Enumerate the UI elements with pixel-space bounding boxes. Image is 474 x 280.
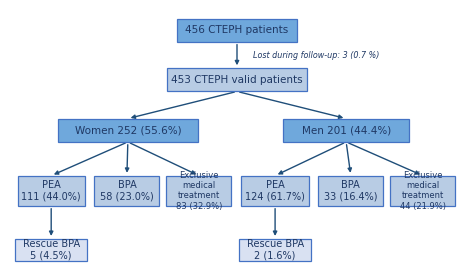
Text: 456 CTEPH patients: 456 CTEPH patients: [185, 25, 289, 35]
FancyBboxPatch shape: [319, 176, 383, 206]
Text: Exclusive
medical
treatment
44 (21.9%): Exclusive medical treatment 44 (21.9%): [400, 171, 446, 211]
Text: BPA
58 (23.0%): BPA 58 (23.0%): [100, 180, 154, 202]
Text: 453 CTEPH valid patients: 453 CTEPH valid patients: [171, 75, 303, 85]
Text: Rescue BPA
5 (4.5%): Rescue BPA 5 (4.5%): [23, 239, 80, 261]
FancyBboxPatch shape: [166, 176, 231, 206]
Text: Rescue BPA
2 (1.6%): Rescue BPA 2 (1.6%): [246, 239, 304, 261]
FancyBboxPatch shape: [239, 239, 311, 261]
Text: Lost during follow-up: 3 (0.7 %): Lost during follow-up: 3 (0.7 %): [253, 51, 380, 60]
FancyBboxPatch shape: [18, 176, 85, 206]
Text: BPA
33 (16.4%): BPA 33 (16.4%): [324, 180, 378, 202]
Text: PEA
111 (44.0%): PEA 111 (44.0%): [21, 180, 81, 202]
FancyBboxPatch shape: [15, 239, 87, 261]
Text: Exclusive
medical
treatment
83 (32.9%): Exclusive medical treatment 83 (32.9%): [176, 171, 222, 211]
FancyBboxPatch shape: [390, 176, 456, 206]
FancyBboxPatch shape: [283, 119, 409, 142]
FancyBboxPatch shape: [177, 18, 297, 42]
Text: Women 252 (55.6%): Women 252 (55.6%): [74, 125, 181, 136]
FancyBboxPatch shape: [241, 176, 309, 206]
Text: Men 201 (44.4%): Men 201 (44.4%): [301, 125, 391, 136]
FancyBboxPatch shape: [58, 119, 198, 142]
FancyBboxPatch shape: [167, 68, 307, 91]
FancyBboxPatch shape: [94, 176, 159, 206]
Text: PEA
124 (61.7%): PEA 124 (61.7%): [245, 180, 305, 202]
